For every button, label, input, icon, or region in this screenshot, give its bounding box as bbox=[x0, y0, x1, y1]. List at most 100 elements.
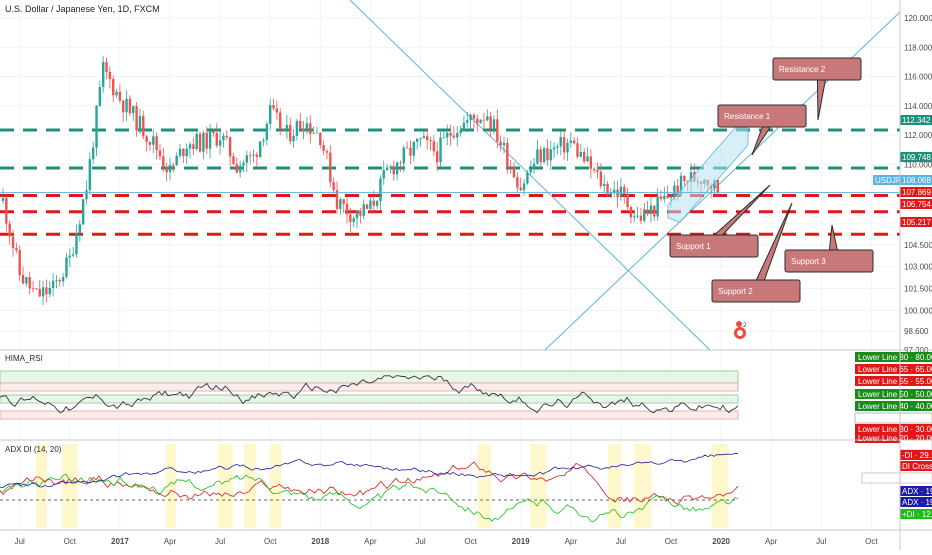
candle-body bbox=[188, 144, 192, 149]
candle-body bbox=[542, 148, 546, 163]
rsi-tag: Lower Line 50 · 50.000 bbox=[855, 389, 932, 399]
candle-body bbox=[208, 131, 212, 149]
price-tag-bg bbox=[900, 115, 932, 125]
candle-body bbox=[55, 279, 58, 281]
adx-tag: -DI · 29.191 bbox=[900, 450, 932, 460]
candle-body bbox=[409, 147, 412, 156]
candle-body bbox=[138, 116, 142, 131]
callout-label: Support 1 bbox=[676, 242, 711, 251]
candle-body bbox=[619, 186, 623, 198]
candle-body bbox=[382, 170, 385, 179]
x-tick-label: Apr bbox=[364, 537, 377, 546]
candle-body bbox=[572, 140, 576, 144]
candle-body bbox=[372, 200, 375, 206]
candle-body bbox=[456, 133, 459, 138]
x-tick-label: Apr bbox=[765, 537, 778, 546]
y-tick-label: 103.000 bbox=[904, 263, 932, 272]
price-tag: 106.754 bbox=[900, 199, 932, 209]
rsi-tag-label: Lower Line 30 · 30.000 bbox=[858, 425, 932, 434]
x-tick-label: Oct bbox=[264, 537, 277, 546]
candle-body bbox=[656, 196, 659, 217]
rsi-tag: Lower Line 20 · 20.000 bbox=[855, 433, 932, 443]
candle-body bbox=[162, 156, 165, 167]
candle-body bbox=[569, 140, 572, 143]
y-tick-label: 97.300 bbox=[904, 346, 929, 355]
adx-tag-label: DI Cross BuySell · 22.679 bbox=[902, 462, 932, 471]
adx-tag-bg bbox=[900, 497, 932, 507]
candle-body bbox=[476, 118, 479, 124]
candle-body bbox=[48, 288, 51, 295]
candle-body bbox=[305, 123, 309, 131]
candle-body bbox=[482, 119, 486, 121]
candle-body bbox=[669, 197, 673, 199]
candle-body bbox=[425, 136, 429, 141]
x-tick-label: Jul bbox=[215, 537, 225, 546]
candle-body bbox=[362, 204, 365, 216]
y-tick-label: 120.000 bbox=[904, 14, 932, 23]
candle-body bbox=[335, 190, 339, 209]
candle-body bbox=[242, 162, 245, 166]
candle-body bbox=[349, 214, 352, 222]
candle-body bbox=[683, 175, 686, 182]
adx-plus-di-line bbox=[0, 473, 739, 522]
adx-tag: ADX · 19.681 bbox=[900, 497, 932, 507]
candle-body bbox=[402, 147, 405, 164]
candle-body bbox=[502, 143, 506, 146]
candle-body bbox=[158, 150, 162, 157]
candle-body bbox=[439, 137, 442, 163]
adx-highlight bbox=[634, 444, 652, 528]
rsi-tag-bg bbox=[855, 389, 932, 399]
candle-body bbox=[609, 192, 613, 195]
candle-body bbox=[182, 148, 185, 157]
y-tick-label: 104.500 bbox=[904, 241, 932, 250]
adx-tag-bg bbox=[861, 472, 932, 484]
candle-body bbox=[479, 119, 482, 124]
adx-tag-label: ADX · 19.681 bbox=[902, 487, 932, 496]
candle-body bbox=[35, 288, 38, 290]
candle-body bbox=[222, 135, 225, 141]
candle-body bbox=[88, 159, 92, 191]
candle-body bbox=[178, 148, 182, 156]
candle-body bbox=[636, 215, 639, 217]
candle-body bbox=[28, 277, 31, 289]
candle-body bbox=[663, 195, 666, 200]
y-tick-label: 118.000 bbox=[904, 43, 932, 52]
callout-resistance-2: Resistance 2 bbox=[772, 57, 862, 121]
rsi-tag-bg bbox=[855, 376, 932, 386]
callout-label: Support 2 bbox=[718, 287, 753, 296]
candle-body bbox=[546, 148, 549, 161]
adx-tag-bg bbox=[900, 461, 932, 471]
candle-body bbox=[132, 106, 135, 114]
price-tag-label: 105.217 bbox=[902, 218, 931, 227]
adx-line bbox=[0, 452, 739, 488]
candle-body bbox=[449, 132, 452, 136]
x-tick-label: Jul bbox=[415, 537, 425, 546]
candle-body bbox=[592, 168, 596, 170]
price-tag-label: 112.342 bbox=[902, 116, 931, 125]
candle-body bbox=[325, 151, 329, 153]
candle-body bbox=[589, 156, 593, 169]
candle-body bbox=[245, 155, 249, 163]
candle-body bbox=[532, 163, 536, 169]
candle-body bbox=[15, 248, 18, 251]
candle-body bbox=[269, 105, 272, 124]
adx-tag-label: 30.000 bbox=[902, 441, 927, 450]
adx-highlight bbox=[218, 444, 233, 528]
rsi-tag-bg bbox=[855, 352, 932, 362]
candle-body bbox=[202, 132, 205, 152]
candle-body bbox=[509, 166, 512, 168]
rsi-tag: Lower Line 65 · 65.000 bbox=[855, 364, 932, 374]
callout-resistance-1: Resistance 1 bbox=[717, 104, 807, 156]
candle-body bbox=[576, 143, 579, 157]
rsi-band-30-20 bbox=[0, 410, 739, 420]
rsi-tag: RSI · 34.070 bbox=[854, 412, 932, 424]
candle-body bbox=[549, 149, 552, 161]
candle-body bbox=[415, 138, 419, 142]
x-tick-label: Apr bbox=[164, 537, 177, 546]
x-tick-label: 2018 bbox=[311, 537, 329, 546]
candle-body bbox=[289, 124, 292, 142]
candle-body bbox=[432, 141, 436, 152]
candle-body bbox=[422, 136, 426, 139]
candle-body bbox=[385, 167, 389, 171]
